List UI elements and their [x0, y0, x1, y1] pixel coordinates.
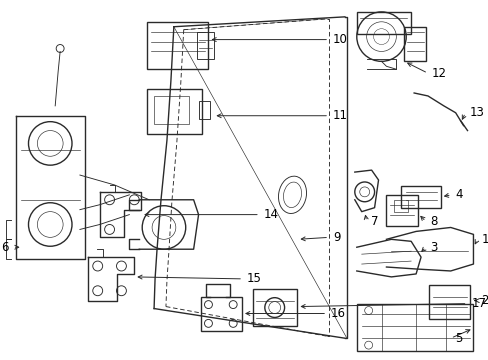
Text: 4: 4 [455, 188, 462, 201]
Bar [356, 12, 410, 33]
Text: 16: 16 [330, 307, 346, 320]
Bar [386, 195, 417, 226]
Bar [428, 285, 469, 319]
Text: 10: 10 [332, 33, 347, 46]
Text: 14: 14 [264, 208, 278, 221]
Bar [252, 289, 297, 327]
Bar [198, 101, 210, 119]
Bar [393, 200, 407, 212]
Text: 13: 13 [468, 106, 484, 119]
Bar [147, 89, 201, 134]
Bar [356, 303, 472, 351]
Text: 15: 15 [246, 273, 262, 285]
Text: 7: 7 [370, 215, 377, 228]
Text: 1: 1 [480, 233, 488, 246]
Bar [154, 96, 188, 123]
Text: 5: 5 [454, 332, 461, 345]
Bar [404, 27, 425, 61]
Bar [147, 22, 208, 69]
Text: 17: 17 [470, 297, 486, 310]
Bar [196, 32, 214, 59]
Text: 9: 9 [332, 231, 340, 244]
Text: 12: 12 [431, 67, 446, 80]
Text: 11: 11 [332, 109, 347, 122]
Text: 8: 8 [429, 215, 436, 228]
Bar [401, 186, 440, 208]
Bar [200, 297, 242, 331]
Text: 6: 6 [1, 241, 9, 254]
Text: 2: 2 [480, 294, 488, 307]
Text: 3: 3 [429, 241, 436, 254]
